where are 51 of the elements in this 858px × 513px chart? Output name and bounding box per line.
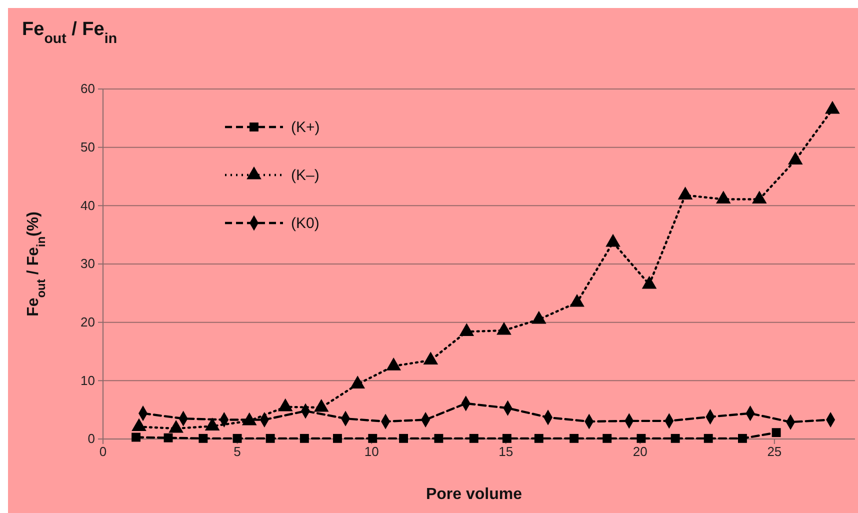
point <box>606 234 620 247</box>
point <box>469 434 478 443</box>
chart-title: Fe$_{out}$ / Fe$_{in}$ <box>22 19 118 47</box>
point <box>772 428 781 438</box>
x-tick-label: 0 <box>99 444 107 460</box>
point <box>531 310 546 324</box>
legend-label: (K–) <box>291 167 320 184</box>
x-tick-label: 10 <box>364 444 379 460</box>
point <box>266 434 275 443</box>
x-axis-title: Pore volume <box>426 486 522 503</box>
y-tick-label: 60 <box>80 81 95 96</box>
point <box>164 433 173 442</box>
point <box>459 323 474 336</box>
point <box>232 434 242 443</box>
y-tick-label: 40 <box>80 198 95 213</box>
legend-label: (K+) <box>291 119 320 136</box>
point <box>752 190 767 204</box>
point <box>678 186 693 200</box>
point <box>332 434 342 443</box>
x-tick-label: 20 <box>632 444 648 460</box>
point <box>399 434 408 443</box>
point <box>132 432 141 442</box>
point <box>602 434 612 443</box>
point <box>670 434 680 443</box>
point <box>534 434 544 443</box>
point <box>716 190 731 204</box>
y-tick-label: 20 <box>80 314 95 330</box>
point <box>570 294 584 307</box>
point <box>423 352 438 365</box>
x-tick-label: 5 <box>234 444 241 460</box>
point <box>738 434 747 443</box>
point <box>502 434 512 443</box>
y-tick-label: 0 <box>88 431 95 446</box>
point <box>386 358 401 370</box>
x-tick-label: 25 <box>767 444 782 460</box>
point <box>198 434 208 443</box>
point <box>300 434 309 443</box>
y-tick-label: 30 <box>80 256 95 272</box>
point <box>642 276 657 289</box>
x-tick-label: 15 <box>498 444 514 460</box>
point <box>636 434 646 443</box>
point <box>368 434 378 443</box>
point <box>704 434 713 443</box>
point <box>496 322 512 335</box>
legend-label: (K0) <box>291 215 320 232</box>
y-tick-label: 50 <box>80 139 95 154</box>
point <box>570 434 579 443</box>
point <box>788 152 803 164</box>
y-tick-label: 10 <box>80 372 95 388</box>
point <box>825 100 840 114</box>
point <box>434 434 444 443</box>
